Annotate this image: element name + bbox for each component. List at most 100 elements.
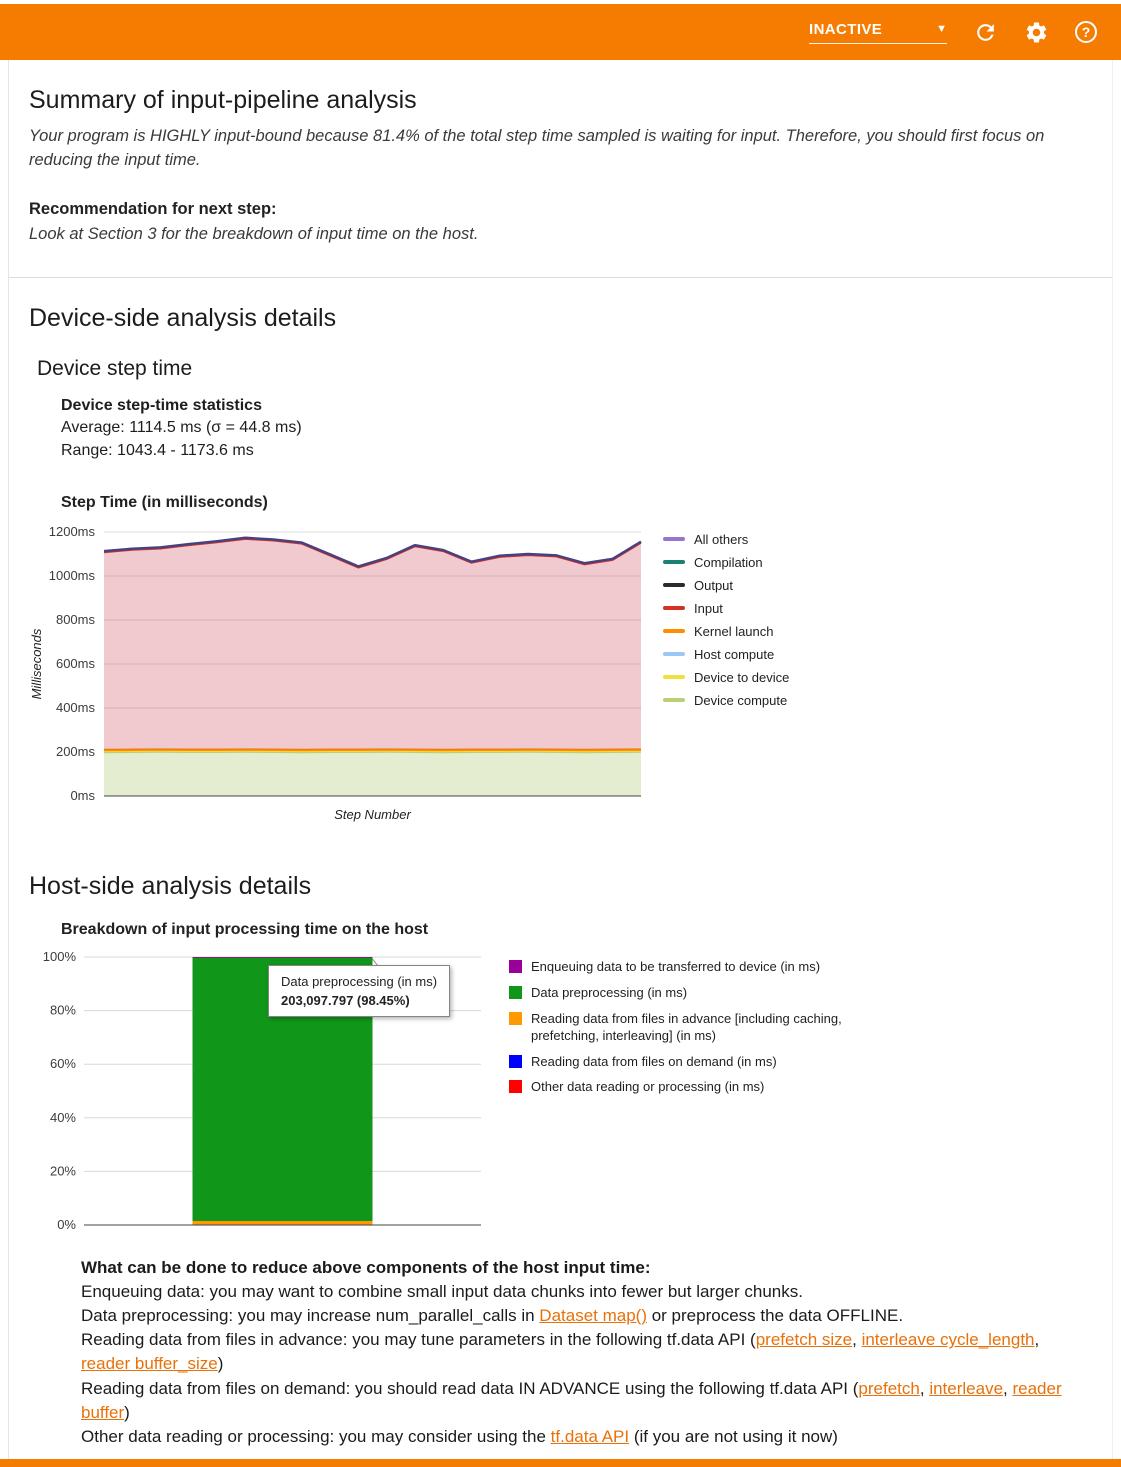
advice-line: Enqueuing data: you may want to combine … xyxy=(81,1282,803,1302)
run-selector[interactable]: INACTIVE ▼ xyxy=(809,21,947,44)
step-time-chart-title: Step Time (in milliseconds) xyxy=(61,493,268,511)
help-button[interactable]: ? xyxy=(1075,21,1097,43)
legend-label: Reading data from files on demand (in ms… xyxy=(531,1053,777,1069)
legend-item: Device compute xyxy=(663,693,789,708)
legend-label: Host compute xyxy=(694,646,775,662)
legend-label: Kernel launch xyxy=(694,623,774,639)
legend-label: Enqueuing data to be transferred to devi… xyxy=(531,958,821,974)
legend-swatch xyxy=(663,583,685,588)
legend-item: Compilation xyxy=(663,555,789,570)
step-time-chart[interactable]: 0ms 200ms 400ms 600ms 800ms 1000ms 1200ms Step … xyxy=(29,518,649,830)
gear-icon xyxy=(1024,20,1049,45)
legend-label: Other data reading or processing (in ms) xyxy=(531,1079,765,1095)
legend-swatch xyxy=(663,606,685,611)
legend-swatch xyxy=(663,560,685,565)
svg-text:0ms: 0ms xyxy=(70,788,95,803)
stats-average: Average: 1114.5 ms (σ = 44.8 ms) xyxy=(61,419,302,437)
legend-swatch xyxy=(663,629,685,634)
doc-link[interactable]: tf.data API xyxy=(550,1426,630,1446)
legend-item: Reading data from files in advance [incl… xyxy=(509,1011,861,1045)
legend-item: Output xyxy=(663,578,789,593)
svg-text:20%: 20% xyxy=(50,1163,76,1178)
host-analysis-section: Host-side analysis details Breakdown of … xyxy=(9,830,1112,1449)
svg-text:1200ms: 1200ms xyxy=(49,524,96,539)
svg-text:200ms: 200ms xyxy=(56,744,96,759)
summary-section: Summary of input-pipeline analysis Your … xyxy=(9,60,1112,277)
step-chart-legend: All others Compilation Output Input Kernel l… xyxy=(663,532,789,708)
svg-text:600ms: 600ms xyxy=(56,656,96,671)
legend-item: Enqueuing data to be transferred to devi… xyxy=(509,959,861,976)
host-chart-wrap: 0% 20% 40% 60% 80% 100% Data preprocessing (i… xyxy=(29,945,499,1242)
doc-link[interactable]: prefetch size xyxy=(755,1330,853,1350)
device-analysis-section: Device-side analysis details Device step… xyxy=(9,278,1112,830)
legend-swatch xyxy=(509,1011,522,1025)
advice-line: Reading data from files in advance: you … xyxy=(81,1330,1040,1374)
host-chart-legend: Enqueuing data to be transferred to devi… xyxy=(509,959,861,1096)
legend-label: Reading data from files in advance [incl… xyxy=(531,1010,842,1043)
svg-text:100%: 100% xyxy=(43,949,77,964)
legend-swatch xyxy=(509,959,522,973)
doc-link[interactable]: interleave xyxy=(929,1378,1004,1398)
legend-label: Output xyxy=(694,577,734,593)
summary-body: Your program is HIGHLY input-bound becau… xyxy=(29,127,1045,169)
legend-label: Data preprocessing (in ms) xyxy=(531,984,688,1000)
doc-link[interactable]: Dataset map() xyxy=(539,1306,647,1326)
legend-item: Input xyxy=(663,601,789,616)
stats-heading: Device step-time statistics xyxy=(61,396,262,414)
device-step-time-stats: Device step-time statistics Average: 111… xyxy=(61,395,1092,462)
chevron-down-icon: ▼ xyxy=(936,23,947,35)
legend-swatch xyxy=(663,698,685,703)
advice-line: Data preprocessing: you may increase num… xyxy=(81,1306,904,1326)
legend-swatch xyxy=(509,1054,522,1068)
device-section-title: Device-side analysis details xyxy=(29,303,337,332)
legend-item: Other data reading or processing (in ms) xyxy=(509,1079,861,1096)
svg-text:60%: 60% xyxy=(50,1056,76,1071)
advice-heading: What can be done to reduce above compone… xyxy=(81,1257,651,1277)
legend-item: All others xyxy=(663,532,789,547)
refresh-button[interactable] xyxy=(973,20,998,45)
chart-tooltip: Data preprocessing (in ms) 203,097.797 (… xyxy=(268,964,451,1017)
advice-line: Reading data from files on demand: you s… xyxy=(81,1378,1062,1422)
legend-item: Data preprocessing (in ms) xyxy=(509,985,861,1002)
host-section-title: Host-side analysis details xyxy=(29,871,312,900)
legend-swatch xyxy=(663,537,685,542)
svg-text:Milliseconds: Milliseconds xyxy=(29,628,44,699)
main-content: Summary of input-pipeline analysis Your … xyxy=(8,60,1113,1459)
legend-item: Kernel launch xyxy=(663,624,789,639)
legend-label: Compilation xyxy=(694,554,763,570)
doc-link[interactable]: reader buffer_size xyxy=(81,1354,218,1374)
tooltip-value: 203,097.797 (98.45%) xyxy=(281,992,410,1008)
device-step-time-title: Device step time xyxy=(37,356,193,380)
summary-title: Summary of input-pipeline analysis xyxy=(29,86,417,114)
legend-swatch xyxy=(663,675,685,680)
settings-button[interactable] xyxy=(1024,20,1049,45)
app-toolbar: INACTIVE ▼ ? xyxy=(0,4,1121,60)
legend-swatch xyxy=(509,1080,522,1094)
legend-label: All others xyxy=(694,531,749,547)
stats-range: Range: 1043.4 - 1173.6 ms xyxy=(61,441,254,459)
legend-label: Input xyxy=(694,600,723,616)
svg-text:80%: 80% xyxy=(50,1003,76,1018)
refresh-icon xyxy=(973,20,998,45)
doc-link[interactable]: prefetch xyxy=(858,1378,920,1398)
svg-text:0%: 0% xyxy=(57,1217,76,1232)
help-icon: ? xyxy=(1075,21,1097,43)
doc-link[interactable]: interleave cycle_length xyxy=(861,1330,1035,1350)
legend-swatch xyxy=(509,985,522,999)
svg-text:1000ms: 1000ms xyxy=(49,568,96,583)
tooltip-label: Data preprocessing (in ms) xyxy=(281,973,438,989)
legend-label: Device compute xyxy=(694,692,788,708)
advice-line: Other data reading or processing: you ma… xyxy=(81,1426,838,1446)
advice-section: What can be done to reduce above compone… xyxy=(81,1256,1072,1449)
host-chart-title: Breakdown of input processing time on th… xyxy=(61,920,429,938)
section-divider xyxy=(9,276,1112,278)
recommendation-body: Look at Section 3 for the breakdown of i… xyxy=(29,224,479,243)
svg-text:800ms: 800ms xyxy=(56,612,96,627)
legend-label: Device to device xyxy=(694,669,790,685)
legend-swatch xyxy=(663,652,685,657)
svg-text:400ms: 400ms xyxy=(56,700,96,715)
legend-item: Reading data from files on demand (in ms… xyxy=(509,1054,861,1071)
bottom-accent-bar xyxy=(0,1458,1121,1467)
legend-item: Host compute xyxy=(663,647,789,662)
step-time-chart-row: 0ms 200ms 400ms 600ms 800ms 1000ms 1200ms Step … xyxy=(29,518,1092,830)
